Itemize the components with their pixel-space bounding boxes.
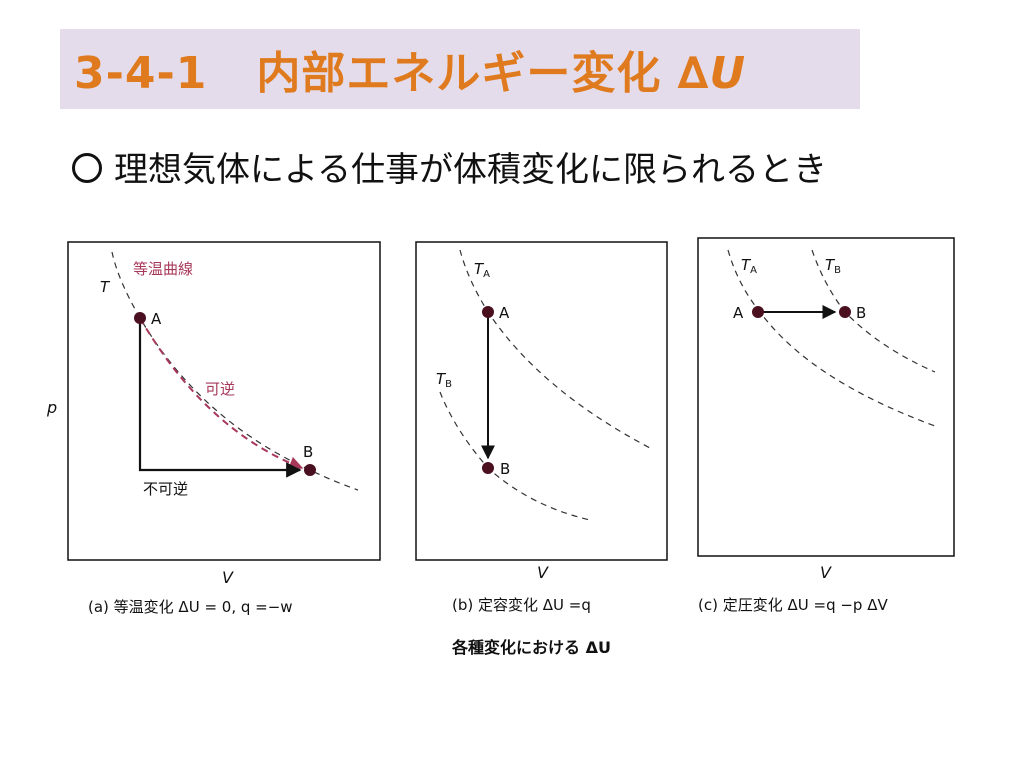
panel-b-isotherm-a — [459, 249, 651, 449]
panel-a-caption: (a) 等温変化 ΔU = 0, q =−w — [88, 598, 293, 616]
bullet-line: 理想気体による仕事が体積変化に限られるとき — [72, 142, 827, 191]
title-number: 3-4-1 — [74, 48, 208, 99]
panel-a-point-b — [304, 464, 316, 476]
panel-c-axis-x: V — [820, 563, 832, 582]
panel-b-isotherm-b — [439, 391, 591, 521]
panel-c-point-b-label: B — [856, 304, 866, 322]
panel-c: A B TA TB V (c) 定圧変化 ΔU =q −p ΔV — [697, 237, 955, 614]
title-symbol: ∆ — [677, 48, 710, 99]
panel-c-point-a — [752, 306, 764, 318]
panel-c-temp-a: TA — [741, 256, 757, 276]
panel-a-irreversible-label: 不可逆 — [143, 480, 188, 498]
panel-b-point-a — [482, 306, 494, 318]
figure-caption: 各種変化における ΔU — [451, 638, 611, 657]
panel-b-temp-b: TB — [436, 370, 452, 390]
panel-a-point-a-label: A — [151, 310, 162, 328]
panel-a-irreversible-path — [138, 318, 302, 478]
panel-b-point-a-label: A — [499, 304, 510, 322]
panel-a-isotherm — [111, 251, 359, 491]
slide-title: 3-4-1 内部エネルギー変化 ∆U — [74, 37, 746, 101]
panel-a-axis-x: V — [222, 568, 234, 587]
title-text: 内部エネルギー変化 — [256, 48, 662, 99]
panel-a-isotherm-label: 等温曲線 — [133, 260, 193, 278]
panel-b-temp-a: TA — [474, 260, 490, 280]
panel-a: A B T 等温曲線 可逆 不可逆 p V (a) 等温変化 ΔU = 0, q… — [46, 241, 381, 616]
subtitle-text: 理想気体による仕事が体積変化に限られるとき — [114, 150, 827, 190]
circle-bullet-icon — [72, 153, 102, 183]
panel-a-point-a — [134, 312, 146, 324]
panel-a-point-b-label: B — [303, 443, 313, 461]
panel-b-axis-x: V — [537, 563, 549, 582]
panel-c-temp-b: TB — [825, 256, 841, 276]
panel-c-isotherm-a — [727, 249, 936, 427]
panel-c-point-a-label: A — [733, 304, 744, 322]
panel-c-caption: (c) 定圧変化 ΔU =q −p ΔV — [698, 596, 888, 614]
title-symbol-var: U — [709, 48, 747, 99]
panel-a-temp-label: T — [100, 278, 111, 296]
panel-b: A B TA TB V (b) 定容変化 ΔU =q — [415, 241, 668, 614]
panel-c-point-b — [839, 306, 851, 318]
panel-c-frame — [697, 237, 955, 557]
panel-a-frame — [67, 241, 381, 561]
panel-b-caption: (b) 定容変化 ΔU =q — [452, 596, 591, 614]
panel-b-point-b-label: B — [500, 460, 510, 478]
panel-b-frame — [415, 241, 668, 561]
panel-a-axis-y: p — [46, 398, 57, 417]
title-banner: 3-4-1 内部エネルギー変化 ∆U — [60, 29, 860, 109]
panel-b-point-b — [482, 462, 494, 474]
panel-a-reversible-label: 可逆 — [205, 380, 235, 398]
